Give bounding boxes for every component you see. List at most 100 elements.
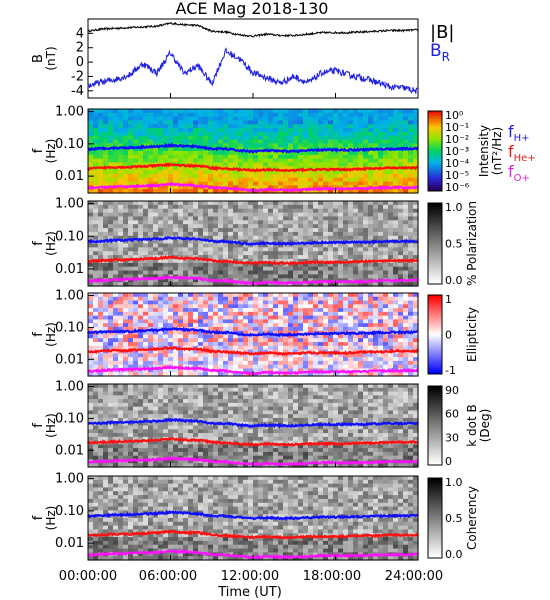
spectrogram-cell: [343, 116, 349, 122]
spectrogram-cell: [318, 189, 324, 194]
spectrogram-cell: [343, 216, 349, 221]
spectrogram-cell: [273, 266, 279, 272]
spectrogram-cell: [178, 433, 184, 438]
spectrogram-cell: [143, 308, 149, 313]
spectrogram-cell: [168, 166, 174, 171]
spectrogram-cell: [128, 387, 134, 393]
spectrogram-cell: [123, 436, 129, 442]
spectrogram-cell: [403, 319, 409, 324]
spectrogram-cell: [178, 421, 184, 427]
colorbar-swatch: [428, 151, 442, 154]
spectrogram-cell: [388, 124, 394, 129]
spectrogram-cell: [168, 266, 174, 272]
spectrogram-cell: [203, 208, 209, 214]
spectrogram-cell: [253, 185, 259, 190]
spectrogram-cell: [198, 258, 204, 264]
spectrogram-cell: [218, 231, 224, 237]
spectrogram-cell: [88, 345, 94, 351]
spectrogram-cell: [98, 406, 104, 412]
spectrogram-cell: [283, 231, 289, 237]
spectrogram-cell: [113, 181, 119, 186]
spectrogram-cell: [153, 224, 159, 229]
spectrogram-cell: [398, 247, 404, 252]
spectrogram-cell: [183, 251, 189, 256]
spectrogram-cell: [323, 124, 329, 129]
spectrogram-cell: [288, 326, 294, 332]
spectrogram-cell: [373, 243, 379, 248]
spectrogram-cell: [138, 372, 144, 377]
spectrogram-cell: [133, 251, 139, 256]
spectrogram-cell: [398, 296, 404, 302]
spectrogram-cell: [188, 166, 194, 171]
spectrogram-cell: [383, 204, 389, 210]
spectrogram-cell: [193, 258, 199, 264]
spectrogram-cell: [343, 334, 349, 339]
spectrogram-cell: [143, 425, 149, 430]
spectrogram-cell: [248, 131, 254, 137]
spectrogram-cell: [163, 147, 169, 152]
spectrogram-cell: [173, 293, 179, 298]
spectrogram-cell: [243, 300, 249, 305]
spectrogram-cell: [383, 220, 389, 225]
spectrogram-cell: [318, 228, 324, 233]
spectrogram-cell: [223, 162, 229, 167]
spectrogram-cell: [288, 360, 294, 366]
spectrogram-cell: [288, 235, 294, 241]
spectrogram-cell: [113, 235, 119, 241]
spectrogram-cell: [213, 262, 219, 268]
spectrogram-cell: [308, 266, 314, 272]
spectrogram-cell: [263, 338, 269, 343]
spectrogram-cell: [118, 204, 124, 210]
spectrogram-cell: [208, 300, 214, 305]
spectrogram-cell: [378, 266, 384, 272]
spectrogram-cell: [113, 204, 119, 210]
spectrogram-cell: [373, 235, 379, 241]
spectrogram-cell: [263, 282, 269, 287]
spectrogram-cell: [258, 170, 264, 175]
spectrogram-cell: [338, 282, 344, 287]
spectrogram-cell: [158, 406, 164, 412]
spectrogram-cell: [298, 212, 304, 218]
spectrogram-cell: [128, 173, 134, 179]
spectrogram-cell: [363, 189, 369, 194]
colorbar-swatch: [428, 119, 442, 122]
spectrogram-cell: [113, 444, 119, 449]
spectrogram-cell: [403, 372, 409, 377]
spectrogram-cell: [98, 429, 104, 434]
spectrogram-cell: [223, 173, 229, 179]
spectrogram-cell: [303, 120, 309, 125]
spectrogram-cell: [233, 109, 239, 114]
colorbar-tick-label: 10⁰: [445, 109, 464, 122]
spectrogram-cell: [178, 338, 184, 343]
spectrogram-cell: [108, 204, 114, 210]
spectrogram-cell: [103, 357, 109, 362]
spectrogram-cell: [408, 323, 414, 328]
spectrogram-cell: [233, 224, 239, 229]
spectrogram-cell: [328, 345, 334, 351]
spectrogram-cell: [98, 243, 104, 248]
spectrogram-cell: [118, 270, 124, 276]
spectrogram-cell: [298, 120, 304, 125]
spectrogram-cell: [363, 353, 369, 358]
colorbar-swatch: [428, 183, 442, 186]
spectrogram-cell: [308, 315, 314, 321]
spectrogram-cell: [168, 204, 174, 210]
spectrogram-cell: [303, 293, 309, 298]
spectrogram-cell: [383, 300, 389, 305]
spectrogram-cell: [393, 345, 399, 351]
spectrogram-cell: [143, 185, 149, 190]
spectrogram-cell: [218, 243, 224, 248]
spectrogram-cell: [108, 131, 114, 137]
spectrogram-cell: [233, 255, 239, 260]
spectrogram-cell: [273, 112, 279, 118]
spectrogram-cell: [343, 151, 349, 156]
spectrogram-cell: [213, 323, 219, 328]
spectrogram-cell: [338, 185, 344, 190]
spectrogram-cell: [308, 300, 314, 305]
spectrogram-cell: [93, 162, 99, 167]
spectrogram-cell: [108, 372, 114, 377]
spectrogram-cell: [403, 201, 409, 206]
spectrogram-cell: [393, 300, 399, 305]
spectrogram-cell: [123, 308, 129, 313]
